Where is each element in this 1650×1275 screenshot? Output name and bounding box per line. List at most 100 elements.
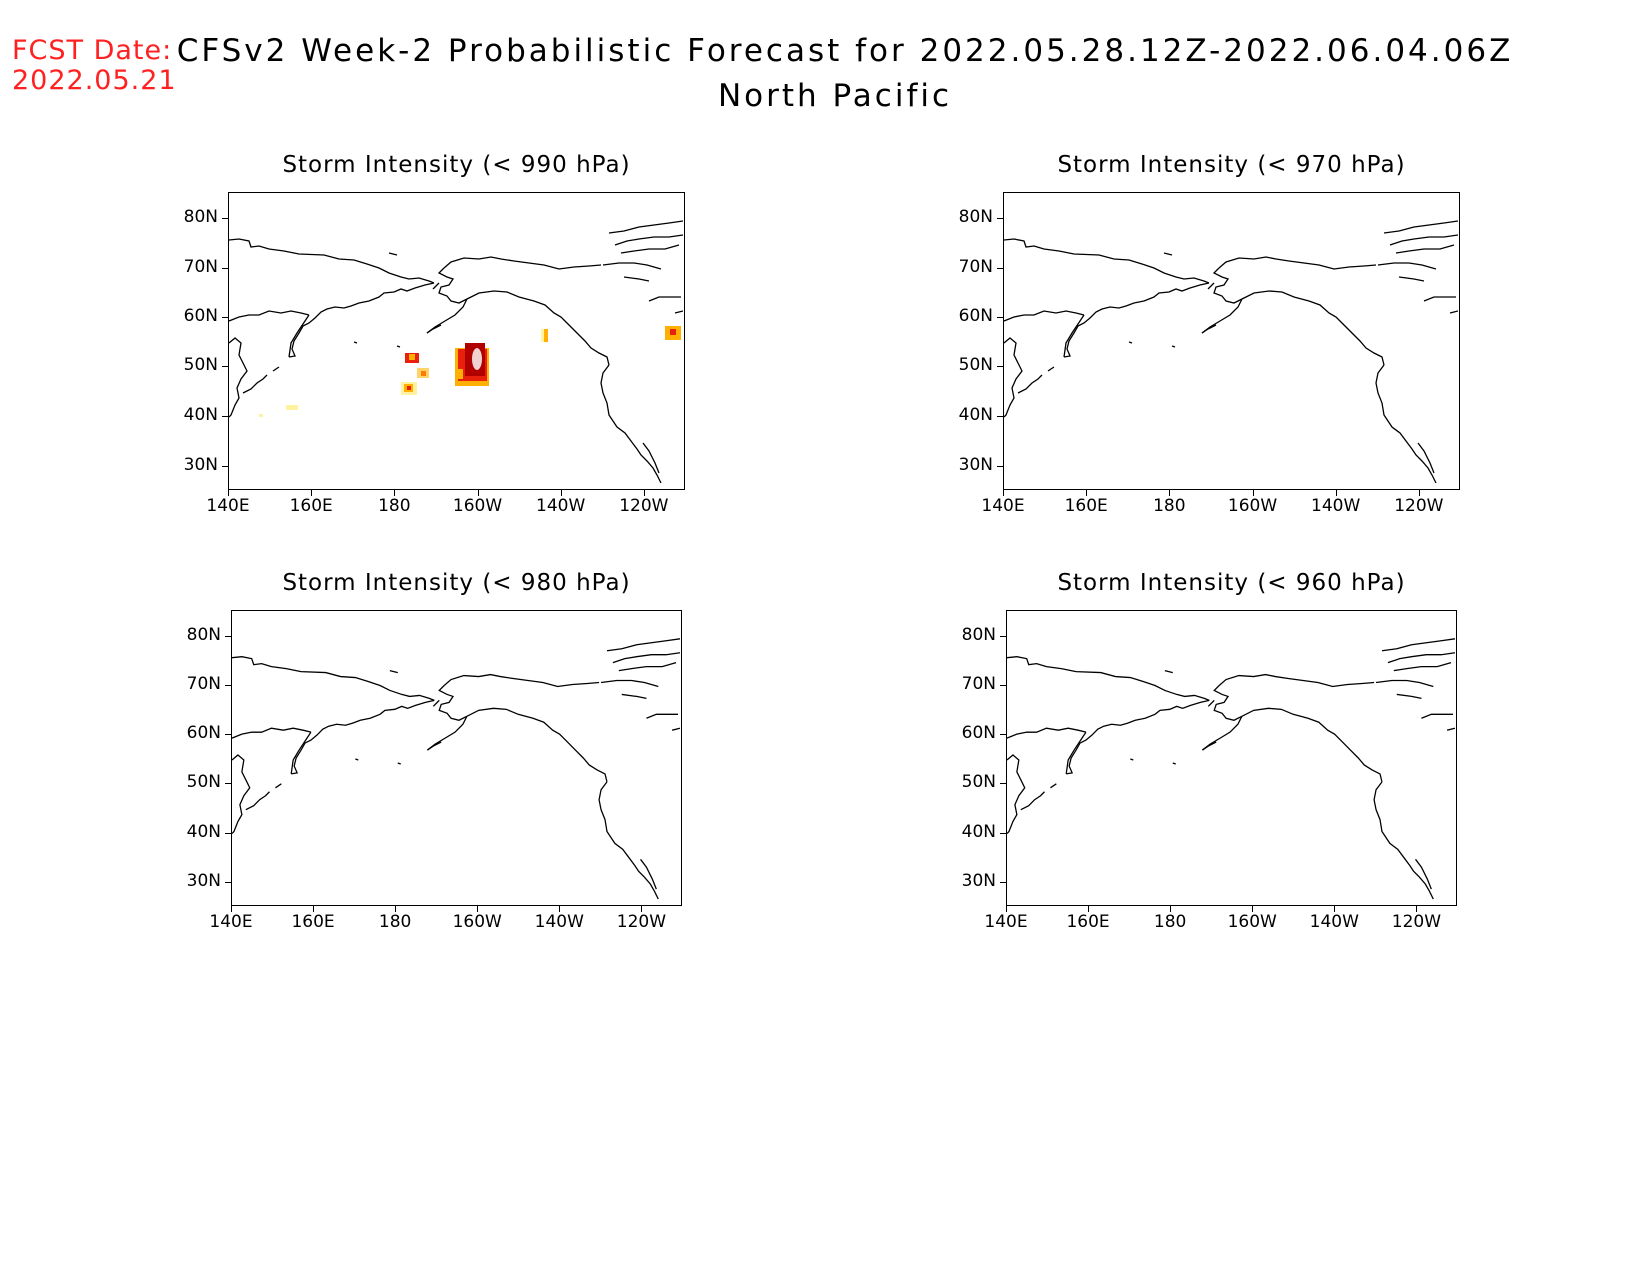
lat-tick	[997, 366, 1003, 368]
lat-tick	[997, 416, 1003, 418]
coastline-path	[623, 276, 650, 282]
coastline-path	[1201, 324, 1217, 334]
coastline-path	[618, 662, 677, 672]
lat-tick-label: 80N	[958, 206, 993, 227]
panel-title: Storm Intensity (< 990 hPa)	[282, 152, 631, 178]
coastline-path	[438, 685, 468, 721]
coastline-path	[1381, 638, 1455, 652]
lon-tick	[1086, 490, 1088, 496]
coastline-path	[1417, 442, 1435, 474]
lat-tick-label: 60N	[958, 306, 993, 327]
coastline-path	[232, 754, 251, 834]
fcst-date-label: FCST Date:	[12, 35, 173, 66]
coastline-path	[598, 781, 659, 900]
coastline-path	[245, 791, 270, 811]
coastline-path	[1375, 679, 1434, 688]
lon-tick	[477, 906, 479, 912]
coastline-path	[1218, 673, 1375, 688]
coastline-path	[1020, 791, 1045, 811]
map-frame	[1006, 610, 1457, 906]
coastline-path	[1007, 754, 1026, 834]
lat-tick	[1000, 635, 1006, 637]
lat-tick	[1000, 783, 1006, 785]
lat-tick-label: 50N	[186, 772, 221, 793]
coastline-path	[1007, 656, 1210, 701]
coastline-path	[1449, 310, 1458, 314]
lat-tick	[1000, 832, 1006, 834]
coastline-path	[1066, 699, 1210, 775]
lon-tick	[228, 490, 229, 496]
lat-tick-label: 60N	[186, 723, 221, 744]
lon-tick-label: 180	[1153, 496, 1186, 516]
coastline-path	[242, 374, 268, 394]
coastline-path	[432, 282, 440, 290]
lat-tick	[997, 465, 1003, 467]
lat-tick	[225, 734, 231, 736]
coastline-path	[1063, 282, 1210, 358]
panel-970: Storm Intensity (< 970 hPa) 80N 70N 60N 50N…	[959, 152, 1460, 516]
lat-tick-label: 60N	[961, 723, 996, 744]
lat-tick	[997, 267, 1003, 269]
coastline-path	[229, 310, 310, 322]
lon-tick-label: 140E	[209, 912, 253, 932]
fcst-date-block: FCST Date: 2022.05.21	[12, 36, 177, 96]
lon-tick-label: 160W	[1227, 496, 1278, 516]
coastline-path	[674, 310, 683, 314]
coastlines	[1004, 220, 1458, 484]
lat-tick	[1000, 734, 1006, 736]
lon-tick-label: 140W	[1311, 496, 1361, 516]
main-title: CFSv2 Week-2 Probabilistic Forecast for …	[176, 33, 1514, 69]
lat-tick	[222, 217, 228, 219]
lon-tick	[1006, 906, 1007, 912]
lat-tick-label: 80N	[183, 206, 218, 227]
panel-title: Storm Intensity (< 980 hPa)	[282, 570, 631, 596]
coastline-path	[612, 652, 680, 664]
coastline-path	[288, 314, 310, 358]
coastline-path	[1207, 699, 1215, 707]
lon-tick-label: 120W	[616, 912, 667, 932]
coastline-path	[275, 783, 282, 789]
lat-tick-label: 60N	[183, 306, 218, 327]
lat-tick	[222, 267, 228, 269]
lon-tick	[1088, 906, 1090, 912]
prob-cell	[542, 329, 548, 342]
lat-tick	[222, 465, 228, 467]
coastline-path	[396, 345, 401, 348]
coastline-path	[1163, 252, 1173, 256]
lon-tick-label: 160E	[289, 496, 333, 516]
map-frame	[231, 610, 682, 906]
lon-tick-label: 160E	[1066, 912, 1110, 932]
lat-tick	[225, 635, 231, 637]
coastline-path	[466, 707, 608, 782]
lon-tick	[643, 490, 645, 496]
coastline-path	[1004, 337, 1023, 418]
panel-980: Storm Intensity (< 980 hPa) 80N 70N 60N 50N…	[187, 570, 682, 932]
lon-tick-label: 120W	[1391, 912, 1442, 932]
lon-tick-label: 140W	[534, 912, 584, 932]
lon-tick-label: 180	[378, 496, 411, 516]
prob-cell	[286, 405, 298, 410]
prob-cell	[670, 329, 676, 335]
coastline-path	[1375, 364, 1437, 484]
lat-tick	[1000, 881, 1006, 883]
coastlines	[229, 220, 683, 484]
coastlines	[1007, 638, 1455, 900]
probability-shading	[259, 326, 681, 417]
coastline-path	[614, 234, 683, 246]
lon-tick	[1170, 906, 1172, 912]
coastline-path	[640, 858, 657, 890]
coastline-path	[1130, 758, 1134, 761]
lat-tick-label: 30N	[183, 454, 218, 475]
lon-tick	[1334, 906, 1336, 912]
coastline-path	[1201, 715, 1243, 751]
lat-tick-label: 70N	[961, 674, 996, 695]
lon-tick-label: 160W	[1227, 912, 1277, 932]
lat-tick	[997, 317, 1003, 319]
coastline-path	[1218, 256, 1377, 270]
coastline-path	[443, 673, 600, 688]
lon-tick	[395, 906, 397, 912]
lon-tick-label: 140W	[536, 496, 586, 516]
prob-cell	[259, 414, 263, 417]
lon-tick-label: 140E	[981, 496, 1025, 516]
coastline-path	[1164, 669, 1173, 674]
